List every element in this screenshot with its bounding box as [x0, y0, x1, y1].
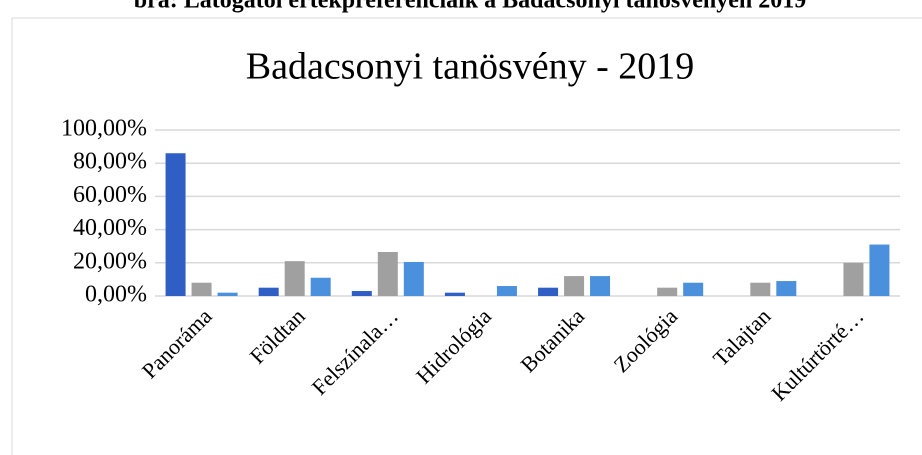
bar: [564, 276, 585, 296]
x-tick-label: Felszínala…: [307, 303, 403, 399]
y-tick-label: 100,00%: [61, 116, 147, 142]
bar: [657, 287, 678, 296]
x-tick-label: Zoológia: [608, 303, 682, 377]
bar: [310, 277, 331, 296]
chart-border: [11, 17, 922, 455]
y-tick-label: 80,00%: [73, 149, 147, 175]
bar: [351, 291, 372, 296]
bar: [750, 282, 771, 296]
chart-title: Badacsonyi tanösvény - 2019: [246, 46, 695, 88]
bar: [843, 262, 864, 296]
bar: [217, 292, 238, 296]
y-tick-label: 20,00%: [73, 248, 147, 274]
caption: bra: Látogatói értékpreferenciáik a Bada…: [134, 0, 806, 14]
bar: [284, 261, 305, 296]
bar: [191, 282, 212, 296]
x-tick-label: Földtan: [245, 303, 310, 368]
bar: [377, 252, 398, 296]
bar: [776, 281, 797, 296]
x-tick-label: Botanika: [515, 303, 589, 377]
bar: [538, 287, 559, 296]
bar: [869, 244, 890, 296]
bar: [683, 282, 704, 296]
y-tick-label: 0,00%: [85, 282, 147, 308]
x-tick-label: Panoráma: [137, 303, 217, 383]
x-tick-label: Talajtan: [708, 303, 776, 371]
bar: [444, 292, 465, 296]
bar: [403, 261, 424, 296]
bar: [496, 286, 517, 296]
x-tick-label: Hidrológia: [411, 303, 496, 388]
bar: [258, 287, 279, 296]
y-tick-label: 60,00%: [73, 182, 147, 208]
bar: [165, 153, 186, 296]
y-tick-label: 40,00%: [73, 215, 147, 241]
bar: [590, 276, 611, 296]
x-tick-label: Kultúrtörté…: [766, 303, 868, 405]
